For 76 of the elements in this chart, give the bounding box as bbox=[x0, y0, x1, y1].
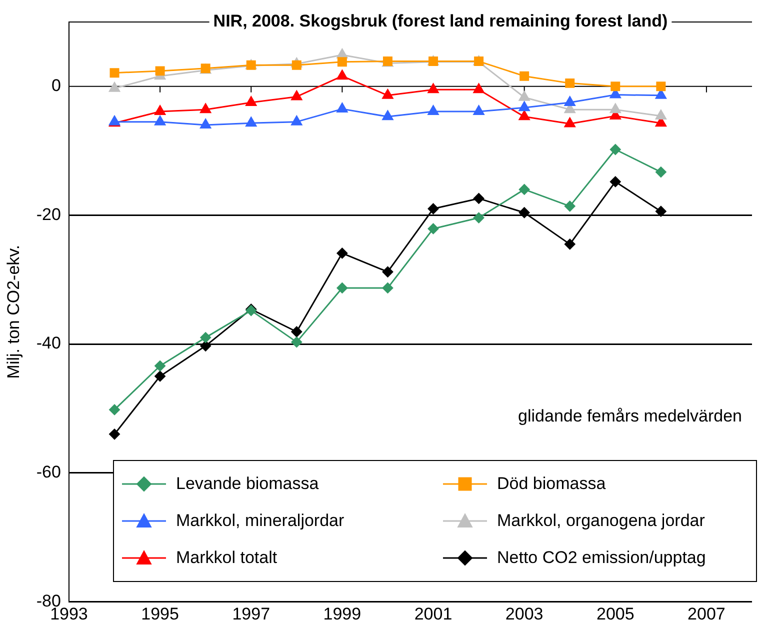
point bbox=[428, 83, 439, 94]
point bbox=[564, 200, 576, 212]
point bbox=[337, 57, 347, 67]
point bbox=[518, 207, 530, 218]
point bbox=[154, 360, 166, 372]
legend-label: Netto CO2 emission/upptag bbox=[497, 548, 706, 568]
point bbox=[108, 82, 120, 92]
legend-label: Död biomassa bbox=[497, 474, 606, 494]
point bbox=[473, 83, 484, 94]
point bbox=[200, 332, 212, 344]
point bbox=[564, 117, 576, 128]
x-tick-label: 2001 bbox=[414, 604, 452, 624]
point bbox=[564, 238, 576, 250]
point bbox=[656, 82, 666, 92]
point bbox=[109, 404, 120, 416]
point bbox=[473, 105, 484, 116]
x-tick-label: 1995 bbox=[141, 604, 179, 624]
point bbox=[110, 68, 120, 78]
y-tick-label: -60 bbox=[36, 462, 61, 482]
x-tick-label: 2003 bbox=[505, 604, 544, 624]
point bbox=[473, 212, 484, 224]
point bbox=[610, 82, 620, 92]
point bbox=[655, 166, 666, 178]
y-tick-label: -40 bbox=[36, 334, 61, 353]
point bbox=[655, 206, 666, 217]
point bbox=[290, 90, 302, 100]
point bbox=[655, 110, 667, 120]
chart-title: NIR, 2008. Skogsbruk (forest land remaining forest land) bbox=[213, 12, 668, 31]
point bbox=[565, 78, 575, 88]
point bbox=[610, 176, 621, 188]
x-tick-label: 1999 bbox=[323, 604, 362, 624]
point bbox=[428, 223, 439, 234]
x-tick-label: 2005 bbox=[596, 604, 634, 624]
point bbox=[154, 115, 166, 126]
point bbox=[564, 96, 576, 106]
point bbox=[518, 90, 530, 101]
point bbox=[336, 248, 348, 259]
point bbox=[154, 105, 166, 116]
y-tick-label: -20 bbox=[36, 204, 61, 224]
point bbox=[336, 70, 348, 80]
point bbox=[382, 282, 394, 294]
point bbox=[428, 203, 439, 214]
point bbox=[610, 103, 622, 114]
legend-label: Levande biomassa bbox=[176, 474, 319, 494]
point bbox=[382, 110, 394, 120]
point bbox=[336, 282, 348, 294]
point bbox=[245, 116, 257, 127]
point bbox=[382, 266, 394, 278]
point bbox=[473, 192, 484, 204]
legend-label: Markkol, mineraljordar bbox=[176, 510, 344, 531]
point bbox=[518, 101, 530, 112]
legend-label: Markkol, organogena jordar bbox=[497, 510, 705, 531]
point bbox=[520, 71, 530, 81]
point bbox=[290, 115, 302, 126]
point bbox=[200, 103, 212, 114]
point bbox=[154, 370, 166, 382]
legend-label: Markkol totalt bbox=[176, 548, 278, 568]
y-axis-title: Milj. ton CO2-ekv. bbox=[4, 244, 23, 379]
point bbox=[291, 326, 302, 338]
point bbox=[200, 118, 212, 129]
point bbox=[109, 428, 120, 440]
point bbox=[336, 102, 348, 112]
x-tick-label: 2007 bbox=[688, 604, 726, 624]
point bbox=[245, 96, 257, 106]
y-tick-label: 0 bbox=[52, 76, 61, 96]
annotation: glidande femårs medelvärden bbox=[518, 406, 742, 426]
point bbox=[518, 110, 530, 120]
point bbox=[291, 336, 302, 348]
point bbox=[292, 60, 302, 70]
point bbox=[382, 88, 394, 99]
point bbox=[518, 184, 530, 195]
point bbox=[610, 144, 621, 156]
point bbox=[155, 66, 165, 76]
x-tick-label: 1997 bbox=[232, 604, 270, 624]
point bbox=[200, 340, 212, 352]
point bbox=[428, 105, 439, 116]
